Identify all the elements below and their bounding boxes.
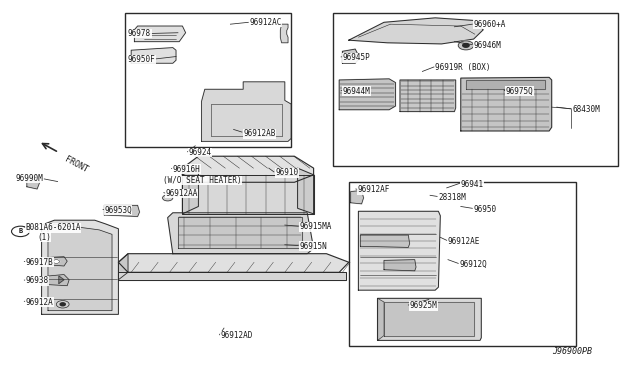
Circle shape	[463, 44, 469, 47]
Polygon shape	[131, 48, 176, 63]
Text: 96910: 96910	[275, 169, 298, 177]
Text: 96919R (BOX): 96919R (BOX)	[435, 63, 491, 72]
Text: B: B	[19, 228, 22, 234]
Text: 96944M: 96944M	[342, 87, 370, 96]
Text: B081A6-6201A: B081A6-6201A	[26, 223, 81, 232]
Polygon shape	[298, 168, 314, 214]
Polygon shape	[118, 254, 349, 272]
Polygon shape	[349, 18, 483, 44]
Text: 96925M: 96925M	[410, 301, 437, 310]
Text: 96941: 96941	[461, 180, 484, 189]
Bar	[333, 13, 618, 166]
Text: 96917B: 96917B	[26, 258, 53, 267]
Polygon shape	[182, 156, 314, 182]
Polygon shape	[48, 224, 112, 311]
Text: 96915MA: 96915MA	[300, 222, 332, 231]
Text: 68430M: 68430M	[573, 105, 600, 114]
Text: 96975Q: 96975Q	[506, 87, 533, 96]
Polygon shape	[378, 298, 481, 340]
Text: 96915N: 96915N	[300, 242, 327, 251]
Text: 96946M: 96946M	[474, 41, 501, 50]
Polygon shape	[42, 220, 118, 314]
Polygon shape	[118, 254, 128, 280]
Text: (W/O SEAT HEATER): (W/O SEAT HEATER)	[163, 176, 242, 185]
Circle shape	[347, 54, 355, 59]
Text: 96912AD: 96912AD	[221, 331, 253, 340]
Text: 96938: 96938	[26, 276, 49, 285]
Text: 96912A: 96912A	[26, 298, 53, 307]
Text: 96950: 96950	[474, 205, 497, 214]
Text: 96912AF: 96912AF	[357, 185, 390, 194]
Text: 96960+A: 96960+A	[474, 20, 506, 29]
Text: J96900PB: J96900PB	[552, 347, 591, 356]
Text: 96912AB: 96912AB	[243, 129, 276, 138]
Text: 96912AE: 96912AE	[448, 237, 481, 246]
Polygon shape	[118, 272, 346, 280]
Polygon shape	[342, 49, 358, 63]
Text: FRONT: FRONT	[63, 154, 89, 174]
Circle shape	[53, 260, 60, 263]
Text: 96950F: 96950F	[128, 55, 156, 64]
Text: 96945P: 96945P	[342, 53, 370, 62]
Polygon shape	[384, 302, 474, 336]
Polygon shape	[280, 24, 288, 43]
Polygon shape	[384, 260, 416, 271]
Polygon shape	[378, 298, 384, 340]
Bar	[349, 182, 576, 346]
Polygon shape	[59, 276, 64, 283]
Circle shape	[56, 301, 69, 308]
Polygon shape	[27, 176, 40, 189]
Text: 96912AC: 96912AC	[250, 18, 282, 27]
Polygon shape	[339, 79, 396, 110]
Polygon shape	[400, 80, 456, 112]
Text: 96924: 96924	[189, 148, 212, 157]
Polygon shape	[104, 205, 140, 217]
Polygon shape	[461, 77, 552, 131]
Text: 96990M: 96990M	[16, 174, 44, 183]
Text: 96912AA: 96912AA	[165, 189, 198, 198]
Polygon shape	[134, 26, 186, 42]
Polygon shape	[168, 213, 314, 254]
Polygon shape	[202, 82, 291, 141]
Text: 28318M: 28318M	[438, 193, 466, 202]
Polygon shape	[48, 257, 67, 266]
Polygon shape	[48, 275, 69, 286]
Polygon shape	[360, 235, 410, 247]
Text: 96912Q: 96912Q	[460, 260, 487, 269]
Polygon shape	[358, 211, 440, 290]
Polygon shape	[182, 168, 198, 214]
Polygon shape	[182, 175, 314, 214]
Text: (1): (1)	[37, 233, 51, 242]
Text: 96978: 96978	[128, 29, 151, 38]
Text: 96916H: 96916H	[173, 165, 200, 174]
Bar	[125, 13, 291, 147]
Polygon shape	[178, 217, 302, 248]
Circle shape	[60, 303, 65, 306]
Circle shape	[12, 226, 29, 237]
Polygon shape	[351, 190, 364, 204]
Circle shape	[163, 195, 173, 201]
Text: 96953Q: 96953Q	[104, 206, 132, 215]
Circle shape	[458, 41, 474, 50]
Polygon shape	[466, 80, 545, 89]
